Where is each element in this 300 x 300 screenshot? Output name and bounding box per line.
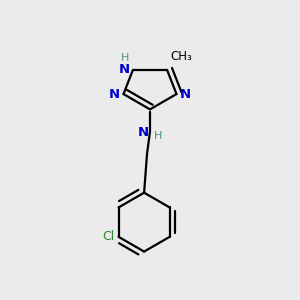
Text: CH₃: CH₃ — [170, 50, 192, 63]
Text: N: N — [137, 126, 148, 140]
Text: N: N — [180, 88, 191, 100]
Text: N: N — [109, 88, 120, 100]
Text: H: H — [121, 53, 129, 63]
Text: H: H — [154, 131, 162, 141]
Text: N: N — [119, 63, 130, 76]
Text: Cl: Cl — [102, 230, 115, 243]
